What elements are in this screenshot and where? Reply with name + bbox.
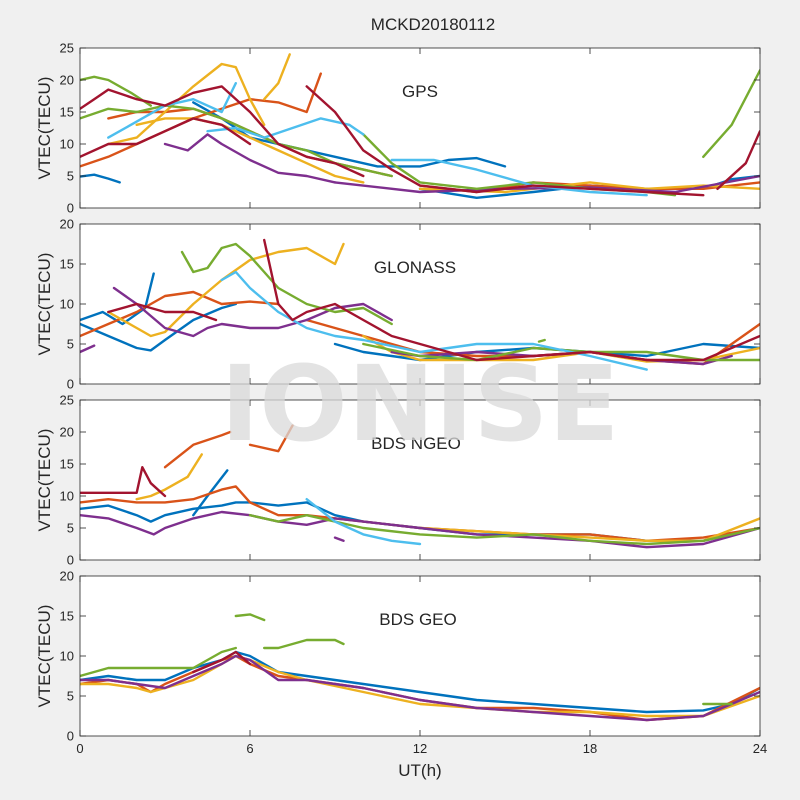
y-tick-label: 5 — [67, 337, 74, 352]
series-group — [80, 424, 760, 549]
y-tick-label: 15 — [60, 457, 74, 472]
series-line-2 — [80, 654, 760, 718]
series-line-12 — [80, 75, 153, 107]
series-line-9 — [248, 514, 760, 546]
x-tick-label: 6 — [246, 741, 253, 756]
y-tick-label: 10 — [60, 489, 74, 504]
x-tick-label: 18 — [583, 741, 597, 756]
series-line-13 — [220, 270, 648, 371]
panel-0: 0 5 10 15 20 25 VTEC(TECU) GPS — [35, 41, 761, 216]
series-line-2 — [80, 485, 760, 542]
series-line-4 — [80, 646, 238, 678]
y-tick-label: 15 — [60, 609, 74, 624]
plot-area — [80, 48, 760, 208]
series-line-0 — [80, 173, 121, 184]
y-axis-label: VTEC(TECU) — [35, 429, 54, 532]
series-line-10 — [163, 133, 337, 184]
panel-1: 0 5 10 15 20 VTEC(TECU) GLONASS — [35, 217, 761, 392]
panel-title: BDS GEO — [379, 610, 456, 629]
series-group — [80, 613, 760, 722]
y-tick-label: 0 — [67, 377, 74, 392]
series-line-21 — [305, 85, 705, 197]
series-line-19 — [80, 85, 365, 178]
series-line-6 — [263, 638, 345, 650]
panels: 0 5 10 15 20 25 VTEC(TECU) GPS 0 5 10 15 20 VTEC(TECU… — [35, 41, 767, 757]
series-line-1 — [192, 469, 229, 517]
x-tick-label: 24 — [753, 741, 767, 756]
y-tick-label: 10 — [60, 137, 74, 152]
y-tick-label: 20 — [60, 569, 74, 584]
plot-area — [80, 576, 760, 736]
y-axis-label: VTEC(TECU) — [35, 77, 54, 180]
series-line-16 — [107, 81, 238, 139]
y-tick-label: 0 — [67, 729, 74, 744]
series-line-10 — [305, 498, 422, 546]
y-tick-label: 10 — [60, 649, 74, 664]
y-tick-label: 25 — [60, 393, 74, 408]
y-tick-label: 5 — [67, 521, 74, 536]
series-line-1 — [80, 302, 238, 352]
series-line-22 — [716, 129, 760, 191]
series-line-14 — [107, 302, 218, 322]
y-tick-label: 0 — [67, 201, 74, 216]
x-tick-label: 0 — [76, 741, 83, 756]
y-tick-label: 10 — [60, 297, 74, 312]
x-axis-label: UT(h) — [398, 761, 441, 780]
series-line-8 — [263, 53, 291, 101]
series-line-11 — [80, 466, 167, 498]
series-line-0 — [80, 650, 760, 714]
series-group — [80, 238, 760, 371]
series-line-8 — [333, 536, 345, 542]
series-line-8 — [192, 650, 252, 674]
series-line-15 — [702, 69, 760, 159]
y-tick-label: 5 — [67, 169, 74, 184]
series-line-10 — [180, 242, 393, 326]
panel-3: 0 5 10 15 20 0 6 12 18 24 VTEC(TECU) BDS GEO — [35, 569, 767, 757]
series-line-17 — [206, 117, 365, 139]
panel-title: GLONASS — [374, 258, 456, 277]
y-tick-label: 25 — [60, 41, 74, 56]
series-line-7 — [135, 117, 365, 184]
figure-title: MCKD20180112 — [371, 15, 495, 34]
panel-title: GPS — [402, 82, 438, 101]
series-line-15 — [263, 238, 760, 362]
x-tick-label: 12 — [413, 741, 427, 756]
series-line-3 — [80, 654, 760, 722]
watermark-text: IONISE — [221, 343, 620, 465]
panel-title: BDS NGEO — [371, 434, 461, 453]
series-line-6 — [107, 62, 266, 146]
panel-2: 0 5 10 15 20 25 VTEC(TECU) BDS NGEO — [35, 393, 761, 568]
series-line-20 — [80, 117, 252, 159]
y-tick-label: 20 — [60, 425, 74, 440]
series-group — [80, 53, 760, 200]
series-line-3 — [163, 430, 232, 469]
y-tick-label: 20 — [60, 73, 74, 88]
y-tick-label: 15 — [60, 105, 74, 120]
y-tick-label: 15 — [60, 257, 74, 272]
series-line-18 — [390, 158, 648, 197]
y-axis-label: VTEC(TECU) — [35, 605, 54, 708]
y-axis-label: VTEC(TECU) — [35, 253, 54, 356]
series-line-4 — [248, 424, 294, 453]
series-line-5 — [234, 613, 266, 622]
y-tick-label: 20 — [60, 217, 74, 232]
series-line-0 — [80, 272, 155, 326]
y-tick-label: 5 — [67, 689, 74, 704]
series-line-7 — [80, 344, 96, 354]
series-line-3 — [80, 290, 280, 338]
series-line-5 — [135, 453, 204, 501]
y-tick-label: 0 — [67, 553, 74, 568]
series-line-12 — [537, 338, 546, 343]
